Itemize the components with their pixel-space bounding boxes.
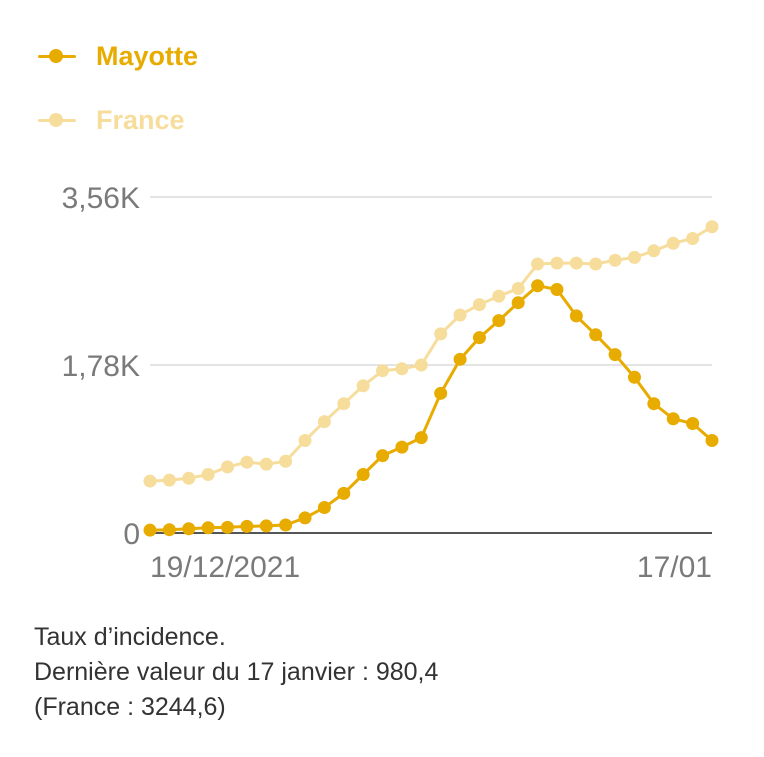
- data-point-france-29[interactable]: [705, 220, 719, 234]
- footer-line-france-value: (France : 3244,6): [34, 693, 226, 721]
- data-point-mayotte-27[interactable]: [666, 412, 680, 426]
- data-point-mayotte-11[interactable]: [356, 467, 370, 481]
- data-point-france-26[interactable]: [647, 244, 661, 258]
- legend-item-france[interactable]: France: [38, 98, 198, 142]
- data-point-france-15[interactable]: [434, 327, 448, 341]
- data-point-mayotte-8[interactable]: [298, 511, 312, 525]
- chart-footer: Taux d’incidence. Dernière valeur du 17 …: [34, 620, 438, 725]
- data-point-france-7[interactable]: [279, 454, 293, 468]
- data-point-france-14[interactable]: [414, 358, 428, 372]
- data-point-mayotte-16[interactable]: [453, 352, 467, 366]
- data-point-mayotte-14[interactable]: [414, 431, 428, 445]
- data-point-mayotte-22[interactable]: [569, 309, 583, 323]
- data-point-mayotte-12[interactable]: [376, 449, 390, 463]
- data-point-france-9[interactable]: [317, 415, 331, 429]
- data-point-mayotte-4[interactable]: [221, 520, 235, 534]
- data-point-france-19[interactable]: [511, 282, 525, 296]
- legend-swatch-france: [38, 110, 76, 130]
- data-point-mayotte-13[interactable]: [395, 440, 409, 454]
- data-point-france-3[interactable]: [201, 467, 215, 481]
- data-point-mayotte-15[interactable]: [434, 386, 448, 400]
- data-point-france-13[interactable]: [395, 362, 409, 376]
- data-point-mayotte-26[interactable]: [647, 397, 661, 411]
- x-axis-ticks: 19/12/2021 17/01: [150, 551, 712, 584]
- line-chart: 0 1,78K 3,56K 19/12/2021 17/01: [62, 182, 719, 584]
- data-point-france-17[interactable]: [472, 298, 486, 312]
- y-axis-ticks: 0 1,78K 3,56K: [62, 182, 140, 551]
- gridlines: [150, 196, 712, 534]
- legend-label-mayotte: Mayotte: [96, 40, 199, 71]
- data-point-france-27[interactable]: [666, 236, 680, 250]
- data-point-france-25[interactable]: [627, 250, 641, 264]
- data-point-france-28[interactable]: [686, 232, 700, 246]
- data-point-france-12[interactable]: [376, 364, 390, 378]
- data-point-france-0[interactable]: [143, 474, 157, 488]
- data-point-france-22[interactable]: [569, 256, 583, 270]
- data-point-france-6[interactable]: [259, 457, 273, 471]
- series-layer: [143, 220, 719, 537]
- data-point-mayotte-28[interactable]: [686, 417, 700, 431]
- data-point-mayotte-1[interactable]: [162, 523, 176, 537]
- legend-label-france: France: [96, 104, 185, 135]
- series-mayotte: [143, 279, 719, 537]
- data-point-france-16[interactable]: [453, 308, 467, 322]
- data-point-mayotte-18[interactable]: [492, 314, 506, 328]
- series-france: [143, 220, 719, 488]
- footer-line-indicator: Taux d’incidence.: [34, 623, 226, 651]
- data-point-mayotte-9[interactable]: [317, 501, 331, 515]
- y-tick-label-2: 3,56K: [62, 182, 140, 215]
- data-point-france-2[interactable]: [182, 471, 196, 485]
- data-point-mayotte-24[interactable]: [608, 348, 622, 362]
- x-tick-label-end: 17/01: [637, 551, 712, 584]
- footer-line-last-value: Dernière valeur du 17 janvier : 980,4: [34, 658, 439, 686]
- data-point-france-5[interactable]: [240, 455, 254, 469]
- data-point-mayotte-29[interactable]: [705, 434, 719, 448]
- data-point-mayotte-25[interactable]: [627, 370, 641, 384]
- data-point-mayotte-21[interactable]: [550, 282, 564, 296]
- legend: Mayotte France: [38, 34, 198, 162]
- data-point-mayotte-6[interactable]: [259, 519, 273, 533]
- data-point-france-4[interactable]: [221, 460, 235, 474]
- data-point-france-24[interactable]: [608, 253, 622, 267]
- data-point-mayotte-3[interactable]: [201, 521, 215, 535]
- data-point-mayotte-10[interactable]: [337, 486, 351, 500]
- series-line-france: [148, 225, 714, 483]
- y-tick-label-0: 0: [123, 518, 140, 551]
- legend-item-mayotte[interactable]: Mayotte: [38, 34, 198, 78]
- data-point-mayotte-17[interactable]: [472, 331, 486, 345]
- data-point-france-20[interactable]: [531, 257, 545, 271]
- data-point-mayotte-7[interactable]: [279, 518, 293, 532]
- data-point-mayotte-0[interactable]: [143, 523, 157, 537]
- x-tick-label-start: 19/12/2021: [150, 551, 300, 584]
- data-point-france-1[interactable]: [162, 473, 176, 487]
- data-point-france-8[interactable]: [298, 434, 312, 448]
- y-tick-label-1: 1,78K: [62, 350, 140, 383]
- data-point-france-10[interactable]: [337, 397, 351, 411]
- data-point-mayotte-2[interactable]: [182, 522, 196, 536]
- data-point-france-21[interactable]: [550, 256, 564, 270]
- data-point-france-23[interactable]: [589, 257, 603, 271]
- data-point-france-18[interactable]: [492, 289, 506, 303]
- data-point-mayotte-23[interactable]: [589, 328, 603, 342]
- data-point-mayotte-19[interactable]: [511, 296, 525, 310]
- data-point-france-11[interactable]: [356, 379, 370, 393]
- legend-swatch-mayotte: [38, 46, 76, 66]
- data-point-mayotte-5[interactable]: [240, 519, 254, 533]
- series-line-mayotte: [148, 284, 714, 532]
- data-point-mayotte-20[interactable]: [531, 279, 545, 293]
